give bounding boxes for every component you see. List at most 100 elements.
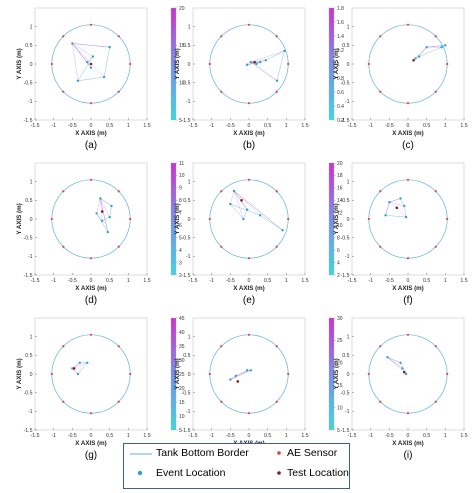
y-tick-label: 0.5 xyxy=(342,353,349,359)
x-tick-label: -0.5 xyxy=(226,123,235,129)
event-marker xyxy=(234,374,238,378)
colorbar-tick-label: 35 xyxy=(179,344,185,350)
y-tick-label: 0.5 xyxy=(342,43,349,49)
event-marker xyxy=(444,44,447,47)
event-marker xyxy=(249,369,253,372)
x-tick-label: -1 xyxy=(209,278,214,284)
event-link xyxy=(230,370,251,380)
event-link xyxy=(230,190,235,205)
colorbar-tick-label: 1.8 xyxy=(337,6,344,12)
test-location-marker xyxy=(395,206,399,210)
y-tick-label: -1.5 xyxy=(341,273,350,279)
event-marker xyxy=(108,215,111,219)
legend-ae-sensor-label: AE Sensor xyxy=(287,447,338,459)
y-tick-label: -1.5 xyxy=(182,428,191,434)
ae-sensor-marker xyxy=(220,35,223,38)
ae-sensor-marker xyxy=(434,400,437,403)
ae-sensor-marker xyxy=(117,90,120,93)
event-cluster-outline xyxy=(247,50,285,82)
panel-label: (c) xyxy=(402,140,414,151)
x-tick-label: 0.5 xyxy=(264,123,271,129)
x-axis-label: X AXIS (m) xyxy=(392,130,423,137)
panel-label: (i) xyxy=(404,450,413,461)
y-tick-label: -0.5 xyxy=(24,80,33,86)
x-tick-label: 1.5 xyxy=(301,433,308,439)
ae-sensor-marker xyxy=(275,35,278,38)
y-tick-label: 1 xyxy=(30,334,33,340)
y-axis-label: Y AXIS (m) xyxy=(16,48,23,79)
ae-sensor-marker xyxy=(117,35,120,38)
colorbar-tick-label: 25 xyxy=(337,338,343,344)
colorbar-tick-label: 45 xyxy=(179,316,185,322)
panel-f: -1.5 -1 -0.5 0 0.5 1 1.5 -1.5 -1 -0.5 0 0.5 1 X AXIS … xyxy=(333,162,468,306)
event-marker xyxy=(245,208,249,211)
y-tick-label: -0.5 xyxy=(24,235,33,241)
x-tick-label: -1 xyxy=(51,433,56,439)
ae-sensor-marker xyxy=(406,102,410,105)
legend-tank-border-label: Tank Bottom Border xyxy=(156,447,249,459)
ae-sensor-marker xyxy=(287,62,290,66)
x-tick-label: -1.5 xyxy=(348,278,357,284)
x-tick-label: -0.5 xyxy=(68,278,77,284)
x-tick-label: -0.5 xyxy=(226,278,235,284)
test-location-marker xyxy=(253,60,256,64)
x-tick-label: 0 xyxy=(248,433,251,439)
y-tick-label: 1 xyxy=(30,179,33,185)
y-tick-label: 0.5 xyxy=(183,198,190,204)
ae-sensor-marker xyxy=(89,257,93,260)
event-marker xyxy=(78,361,82,364)
x-tick-label: -0.5 xyxy=(385,278,394,284)
x-tick-label: 0 xyxy=(407,433,410,439)
y-tick-label: 1 xyxy=(347,24,350,30)
event-link xyxy=(72,43,92,68)
ae-sensor-marker xyxy=(287,217,290,221)
x-tick-label: 1 xyxy=(444,278,447,284)
y-tick-label: 0.5 xyxy=(183,43,190,49)
event-link xyxy=(100,198,110,218)
y-axis-label: Y AXIS (m) xyxy=(174,358,181,389)
legend: Tank Bottom Border AE Sensor Event Locat… xyxy=(123,443,350,489)
event-marker xyxy=(275,79,279,83)
ae-sensor-marker xyxy=(220,245,223,248)
event-marker xyxy=(229,202,232,206)
ae-sensor-marker xyxy=(379,400,382,403)
y-tick-label: -0.5 xyxy=(182,80,191,86)
event-marker xyxy=(418,55,421,58)
colorbar-tick-label: 10 xyxy=(179,173,185,179)
ae-sensor-marker xyxy=(117,190,120,193)
x-tick-label: 1 xyxy=(127,123,130,129)
x-tick-label: -1 xyxy=(368,278,373,284)
panel-label: (d) xyxy=(85,295,97,306)
event-marker xyxy=(91,55,95,58)
y-tick-label: -1.5 xyxy=(182,273,191,279)
y-tick-label: -0.5 xyxy=(341,390,350,396)
ae-sensor-marker xyxy=(89,23,93,26)
event-link xyxy=(387,357,403,369)
y-tick-label: 1 xyxy=(347,179,350,185)
y-tick-label: -1 xyxy=(186,409,191,415)
event-link xyxy=(72,43,79,81)
ae-sensor-marker xyxy=(62,345,65,348)
colorbar-tick-label: 5 xyxy=(179,235,182,241)
y-tick-label: 0 xyxy=(30,217,33,223)
y-tick-label: 0 xyxy=(347,217,350,223)
y-tick-label: -1 xyxy=(28,409,33,415)
ae-sensor-marker xyxy=(367,217,370,221)
colorbar-tick-label: 5 xyxy=(179,428,182,434)
panel-e: -1.5 -1 -0.5 0 0.5 1 1.5 -1.5 -1 -0.5 0 0.5 1 X AXIS … xyxy=(174,161,343,306)
event-link xyxy=(72,43,105,78)
colorbar xyxy=(328,317,335,431)
colorbar-tick-label: 20 xyxy=(337,361,343,367)
test-location-marker xyxy=(412,58,415,62)
ae-sensor-marker xyxy=(434,345,437,348)
ae-sensor-marker xyxy=(208,372,211,376)
x-tick-label: -1.5 xyxy=(189,278,198,284)
y-tick-label: -0.5 xyxy=(24,390,33,396)
ae-sensor-marker xyxy=(50,217,53,221)
y-tick-label: -1 xyxy=(186,254,191,260)
colorbar-tick-label: 8 xyxy=(337,235,340,241)
event-link xyxy=(385,202,390,216)
ae-sensor-marker xyxy=(220,90,223,93)
event-marker xyxy=(440,46,443,49)
